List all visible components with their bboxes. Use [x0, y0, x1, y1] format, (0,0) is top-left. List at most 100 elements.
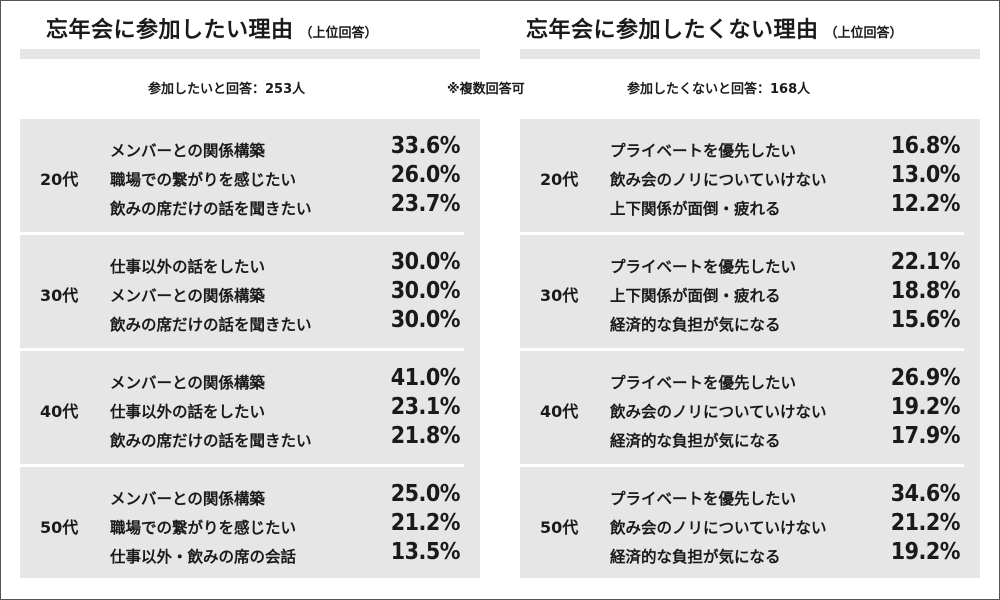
table-row: 職場での繋がりを感じたい 26.0% — [110, 162, 470, 190]
age-label: 50代 — [40, 518, 79, 537]
table-row: メンバーとの関係構築 41.0% — [110, 365, 470, 393]
left-title: 忘年会に参加したい理由 — [46, 18, 294, 43]
left-group-30s: 30代 仕事以外の話をしたい 30.0% メンバーとの関係構築 30.0% 飲みの席… — [20, 235, 480, 351]
table-row: 仕事以外・飲みの席の会話 13.5% — [110, 539, 470, 567]
group-divider — [20, 232, 464, 235]
reason-label: 上下関係が面倒・疲れる — [610, 200, 781, 218]
percent-value: 26.9% — [890, 365, 961, 391]
table-row: 仕事以外の話をしたい 23.1% — [110, 394, 470, 422]
percent-value: 25.0% — [390, 481, 461, 507]
table-row: 経済的な負担が気になる 17.9% — [610, 423, 970, 451]
reason-label: メンバーとの関係構築 — [110, 374, 265, 392]
percent-value: 16.8% — [890, 133, 961, 159]
reason-label: 飲みの席だけの話を聞きたい — [110, 200, 312, 218]
table-row: プライベートを優先したい 26.9% — [610, 365, 970, 393]
multiple-answers-note: ※複数回答可 — [447, 82, 525, 97]
left-panel: 20代 メンバーとの関係構築 33.6% 職場での繋がりを感じたい 26.0% 飲み… — [20, 119, 480, 578]
reason-label: 上下関係が面倒・疲れる — [610, 287, 781, 305]
age-label: 40代 — [540, 402, 579, 421]
percent-value: 21.8% — [390, 423, 461, 449]
table-row: メンバーとの関係構築 25.0% — [110, 481, 470, 509]
age-label: 40代 — [40, 402, 79, 421]
reason-label: 飲み会のノリについていけない — [610, 171, 827, 189]
group-divider — [520, 464, 964, 467]
table-row: 職場での繋がりを感じたい 21.2% — [110, 510, 470, 538]
group-divider — [20, 464, 464, 467]
reason-label: 経済的な負担が気になる — [610, 316, 781, 334]
reason-label: 飲み会のノリについていけない — [610, 519, 827, 537]
right-heading: 忘年会に参加したくない理由 （上位回答） — [520, 13, 980, 59]
table-row: 飲みの席だけの話を聞きたい 30.0% — [110, 307, 470, 335]
right-title: 忘年会に参加したくない理由 — [526, 18, 819, 43]
table-row: プライベートを優先したい 16.8% — [610, 133, 970, 161]
percent-value: 15.6% — [890, 307, 961, 333]
percent-value: 19.2% — [890, 394, 961, 420]
left-group-40s: 40代 メンバーとの関係構築 41.0% 仕事以外の話をしたい 23.1% 飲みの席… — [20, 351, 480, 467]
reason-label: 仕事以外の話をしたい — [110, 258, 266, 276]
right-subtitle: （上位回答） — [824, 26, 903, 41]
percent-value: 22.1% — [890, 249, 961, 275]
reason-label: プライベートを優先したい — [610, 490, 797, 508]
table-row: 飲み会のノリについていけない 13.0% — [610, 162, 970, 190]
percent-value: 21.2% — [390, 510, 461, 536]
reason-label: 職場での繋がりを感じたい — [110, 171, 297, 189]
reason-label: プライベートを優先したい — [610, 258, 797, 276]
age-label: 30代 — [40, 286, 79, 305]
right-group-30s: 30代 プライベートを優先したい 22.1% 上下関係が面倒・疲れる 18.8% 経… — [520, 235, 980, 351]
percent-value: 17.9% — [890, 423, 961, 449]
table-row: メンバーとの関係構築 30.0% — [110, 278, 470, 306]
table-row: 上下関係が面倒・疲れる 12.2% — [610, 191, 970, 219]
percent-value: 21.2% — [890, 510, 961, 536]
percent-value: 41.0% — [390, 365, 461, 391]
reason-label: 飲み会のノリについていけない — [610, 403, 827, 421]
percent-value: 19.2% — [890, 539, 961, 565]
right-panel: 20代 プライベートを優先したい 16.8% 飲み会のノリについていけない 13.0… — [520, 119, 980, 578]
right-group-20s: 20代 プライベートを優先したい 16.8% 飲み会のノリについていけない 13.0… — [520, 119, 980, 235]
percent-value: 18.8% — [890, 278, 961, 304]
reason-label: メンバーとの関係構築 — [110, 490, 265, 508]
percent-value: 30.0% — [390, 307, 461, 333]
reason-label: 飲みの席だけの話を聞きたい — [110, 432, 312, 450]
percent-value: 13.5% — [390, 539, 461, 565]
reason-label: プライベートを優先したい — [610, 374, 797, 392]
table-row: 飲みの席だけの話を聞きたい 23.7% — [110, 191, 470, 219]
reason-label: メンバーとの関係構築 — [110, 287, 265, 305]
group-divider — [520, 232, 964, 235]
right-respondents: 参加したくないと回答：168人 — [627, 82, 811, 97]
group-divider — [20, 348, 464, 351]
table-row: プライベートを優先したい 34.6% — [610, 481, 970, 509]
table-row: 経済的な負担が気になる 19.2% — [610, 539, 970, 567]
table-row: 飲み会のノリについていけない 19.2% — [610, 394, 970, 422]
age-label: 20代 — [540, 170, 579, 189]
table-row: 飲みの席だけの話を聞きたい 21.8% — [110, 423, 470, 451]
reason-label: 飲みの席だけの話を聞きたい — [110, 316, 312, 334]
percent-value: 23.7% — [390, 191, 461, 217]
table-row: 経済的な負担が気になる 15.6% — [610, 307, 970, 335]
percent-value: 30.0% — [390, 249, 461, 275]
reason-label: 仕事以外・飲みの席の会話 — [110, 548, 297, 566]
age-label: 30代 — [540, 286, 579, 305]
age-label: 20代 — [40, 170, 79, 189]
percent-value: 12.2% — [890, 191, 961, 217]
reason-label: 仕事以外の話をしたい — [110, 403, 266, 421]
age-label: 50代 — [540, 518, 579, 537]
reason-label: メンバーとの関係構築 — [110, 142, 265, 160]
percent-value: 23.1% — [390, 394, 461, 420]
percent-value: 26.0% — [390, 162, 461, 188]
percent-value: 33.6% — [390, 133, 461, 159]
reason-label: 経済的な負担が気になる — [610, 548, 781, 566]
table-row: メンバーとの関係構築 33.6% — [110, 133, 470, 161]
reason-label: プライベートを優先したい — [610, 142, 797, 160]
left-group-20s: 20代 メンバーとの関係構築 33.6% 職場での繋がりを感じたい 26.0% 飲み… — [20, 119, 480, 235]
left-group-50s: 50代 メンバーとの関係構築 25.0% 職場での繋がりを感じたい 21.2% 仕事… — [20, 467, 480, 583]
reason-label: 経済的な負担が気になる — [610, 432, 781, 450]
right-group-50s: 50代 プライベートを優先したい 34.6% 飲み会のノリについていけない 21.2… — [520, 467, 980, 583]
group-divider — [520, 348, 964, 351]
left-respondents: 参加したいと回答：253人 — [148, 82, 306, 97]
right-group-40s: 40代 プライベートを優先したい 26.9% 飲み会のノリについていけない 19.2… — [520, 351, 980, 467]
table-row: 上下関係が面倒・疲れる 18.8% — [610, 278, 970, 306]
table-row: プライベートを優先したい 22.1% — [610, 249, 970, 277]
percent-value: 34.6% — [890, 481, 961, 507]
reason-label: 職場での繋がりを感じたい — [110, 519, 297, 537]
left-heading: 忘年会に参加したい理由 （上位回答） — [20, 13, 480, 59]
